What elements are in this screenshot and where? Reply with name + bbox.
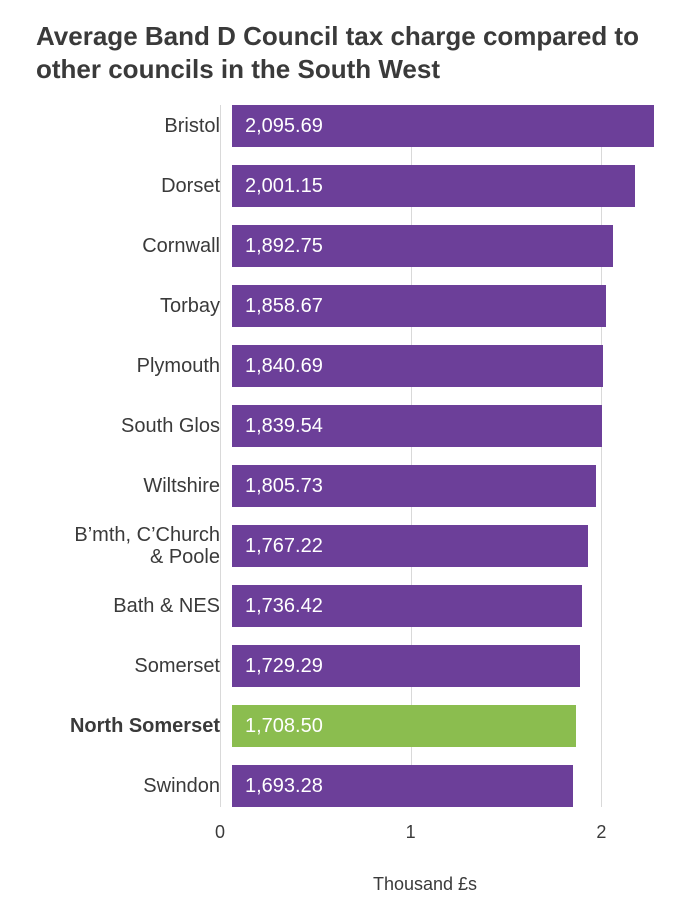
bar-row: North Somerset1,708.50	[30, 705, 665, 747]
bar-track: 1,839.54	[232, 405, 665, 447]
bar-value: 2,001.15	[233, 175, 323, 198]
category-label: Cornwall	[30, 235, 232, 257]
bar-highlight: 1,708.50	[232, 705, 576, 747]
bar-track: 1,840.69	[232, 345, 665, 387]
x-axis-label: Thousand £s	[220, 874, 630, 895]
category-label: B’mth, C’Church& Poole	[30, 524, 232, 568]
bar-track: 2,001.15	[232, 165, 665, 207]
bar-row: Plymouth1,840.69	[30, 345, 665, 387]
bar: 2,095.69	[232, 105, 654, 147]
bar: 1,767.22	[232, 525, 588, 567]
bar: 1,805.73	[232, 465, 596, 507]
bar-track: 1,767.22	[232, 525, 665, 567]
bar-track: 1,708.50	[232, 705, 665, 747]
x-tick: 1	[406, 822, 416, 843]
category-label: Bristol	[30, 115, 232, 137]
x-tick: 0	[215, 822, 225, 843]
bar-track: 1,736.42	[232, 585, 665, 627]
bar: 1,736.42	[232, 585, 582, 627]
bar-value: 1,693.28	[233, 775, 323, 798]
bar: 1,839.54	[232, 405, 602, 447]
bar-value: 1,736.42	[233, 595, 323, 618]
category-label: Plymouth	[30, 355, 232, 377]
bar-track: 1,858.67	[232, 285, 665, 327]
chart-area: Bristol2,095.69Dorset2,001.15Cornwall1,8…	[30, 105, 665, 895]
bar: 1,693.28	[232, 765, 573, 807]
category-label: Dorset	[30, 175, 232, 197]
bar-row: Cornwall1,892.75	[30, 225, 665, 267]
bar: 1,840.69	[232, 345, 603, 387]
bar: 2,001.15	[232, 165, 635, 207]
chart-title: Average Band D Council tax charge compar…	[36, 20, 665, 85]
bar-row: Somerset1,729.29	[30, 645, 665, 687]
bar-row: B’mth, C’Church& Poole1,767.22	[30, 525, 665, 567]
bar-row: Torbay1,858.67	[30, 285, 665, 327]
x-tick: 2	[596, 822, 606, 843]
bar-value: 1,839.54	[233, 415, 323, 438]
bar-value: 1,892.75	[233, 235, 323, 258]
bar-row: Swindon1,693.28	[30, 765, 665, 807]
bar-value: 1,767.22	[233, 535, 323, 558]
bar-row: South Glos1,839.54	[30, 405, 665, 447]
bar-track: 1,892.75	[232, 225, 665, 267]
bar-track: 1,805.73	[232, 465, 665, 507]
bar-value: 1,805.73	[233, 475, 323, 498]
bar-value: 1,840.69	[233, 355, 323, 378]
category-label: Somerset	[30, 655, 232, 677]
category-label: Swindon	[30, 775, 232, 797]
bar-value: 2,095.69	[233, 115, 323, 138]
bar-track: 1,693.28	[232, 765, 665, 807]
x-axis: 0 1 2	[30, 816, 665, 844]
bar-row: Bath & NES1,736.42	[30, 585, 665, 627]
category-label: Torbay	[30, 295, 232, 317]
category-label: North Somerset	[30, 715, 232, 737]
bar-value: 1,708.50	[233, 715, 323, 738]
bar-track: 2,095.69	[232, 105, 665, 147]
bar: 1,858.67	[232, 285, 606, 327]
category-label: Bath & NES	[30, 595, 232, 617]
category-label: Wiltshire	[30, 475, 232, 497]
gridline	[220, 105, 221, 807]
bar-row: Bristol2,095.69	[30, 105, 665, 147]
gridline	[601, 105, 602, 807]
bar-value: 1,858.67	[233, 295, 323, 318]
bar: 1,892.75	[232, 225, 613, 267]
bar-row: Dorset2,001.15	[30, 165, 665, 207]
gridline	[411, 105, 412, 807]
bar-track: 1,729.29	[232, 645, 665, 687]
bar-value: 1,729.29	[233, 655, 323, 678]
category-label: South Glos	[30, 415, 232, 437]
page: Average Band D Council tax charge compar…	[0, 0, 695, 915]
bar-row: Wiltshire1,805.73	[30, 465, 665, 507]
plot-area: Bristol2,095.69Dorset2,001.15Cornwall1,8…	[30, 105, 665, 807]
bar: 1,729.29	[232, 645, 580, 687]
